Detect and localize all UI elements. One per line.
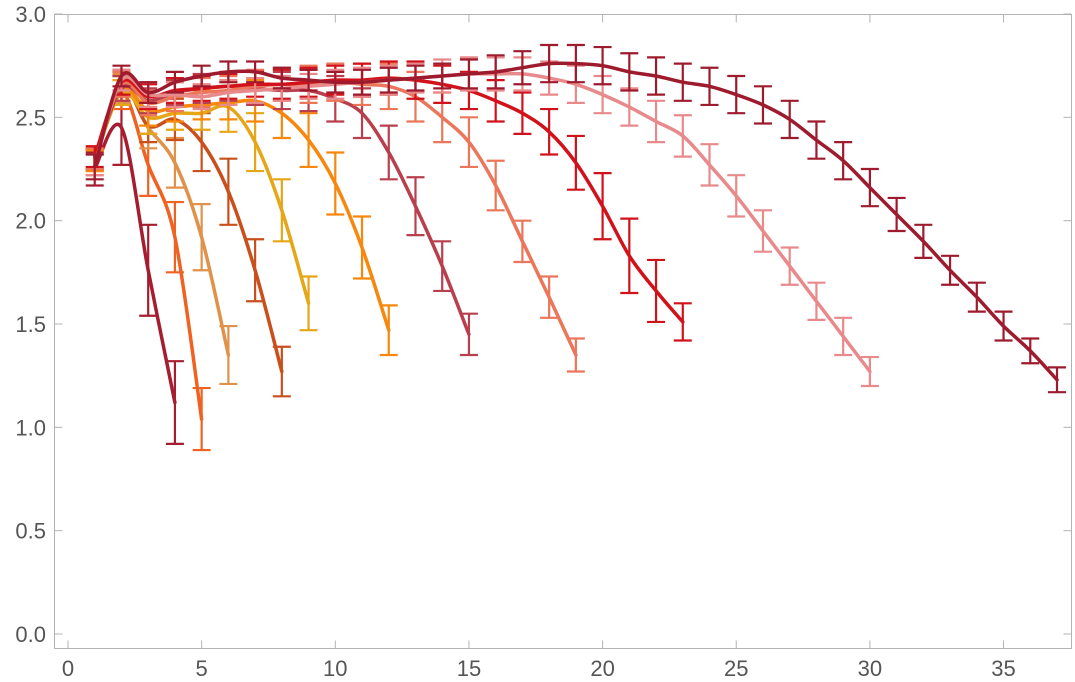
x-tick-label: 30 xyxy=(858,656,882,681)
series-line xyxy=(92,61,1059,382)
x-tick-label: 20 xyxy=(590,656,614,681)
y-tick-label: 2.5 xyxy=(15,105,46,130)
series-1 xyxy=(85,89,184,445)
y-axis: 0.0 0.5 1.0 1.5 2.0 2.5 3.0 xyxy=(15,2,1072,647)
series-layer xyxy=(85,43,1066,452)
y-tick-label: 1.0 xyxy=(15,415,46,440)
y-tick-label: 1.5 xyxy=(15,312,46,337)
x-axis: 0 5 10 15 20 25 30 35 xyxy=(62,14,1016,681)
x-tick-label: 15 xyxy=(457,656,481,681)
y-tick-label: 3.0 xyxy=(15,2,46,27)
x-tick-label: 25 xyxy=(724,656,748,681)
x-tick-label: 10 xyxy=(323,656,347,681)
series-line xyxy=(92,122,177,405)
series-line xyxy=(92,71,872,374)
y-tick-label: 2.0 xyxy=(15,209,46,234)
y-tick-label: 0.5 xyxy=(15,519,46,544)
plot-frame xyxy=(54,14,1072,649)
y-tick-label: 0.0 xyxy=(15,622,46,647)
x-tick-label: 35 xyxy=(991,656,1015,681)
x-tick-label: 5 xyxy=(196,656,208,681)
series-11 xyxy=(85,43,1066,394)
x-tick-label: 0 xyxy=(62,656,74,681)
series-line xyxy=(92,80,578,357)
